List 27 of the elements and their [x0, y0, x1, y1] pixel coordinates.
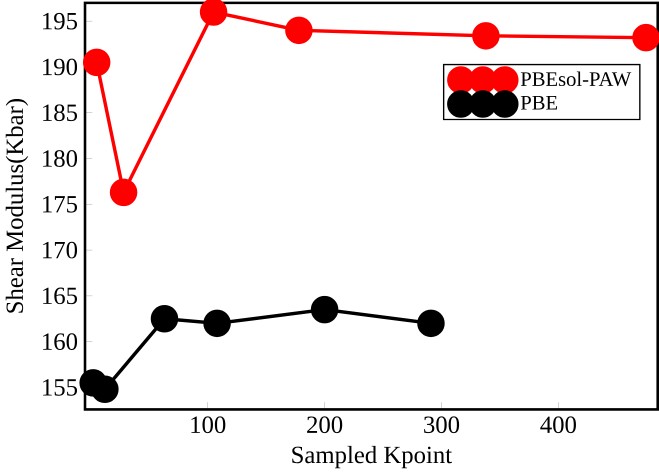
point — [200, 0, 228, 26]
point — [150, 305, 178, 332]
x-tick-label: 300 — [424, 416, 460, 434]
point — [310, 296, 338, 324]
point — [82, 48, 110, 76]
y-axis-title: Shear Modulus(Kbar) — [6, 99, 28, 313]
point — [285, 16, 313, 44]
y-tick-label: 160 — [43, 333, 78, 350]
legend-label: PBEsol-PAW — [520, 72, 632, 86]
point — [203, 310, 231, 338]
y-tick-label: 180 — [43, 150, 78, 167]
point — [417, 310, 445, 338]
y-tick-label: 195 — [43, 12, 78, 30]
legend-label: PBE — [520, 96, 558, 110]
x-tick-label: 400 — [540, 416, 576, 434]
y-tick-label: 165 — [43, 288, 78, 304]
x-tick-label: 200 — [307, 416, 342, 434]
x-axis-title: Sampled Kpoint — [292, 446, 452, 468]
y-tick-label: 185 — [43, 104, 78, 122]
point — [91, 376, 119, 404]
y-tick-label: 155 — [43, 379, 78, 396]
point — [472, 22, 500, 50]
point — [110, 178, 138, 206]
y-tick-label: 190 — [43, 58, 78, 76]
y-tick-label: 175 — [43, 196, 78, 213]
y-tick-label: 170 — [43, 242, 78, 258]
x-tick-label: 100 — [191, 416, 226, 434]
